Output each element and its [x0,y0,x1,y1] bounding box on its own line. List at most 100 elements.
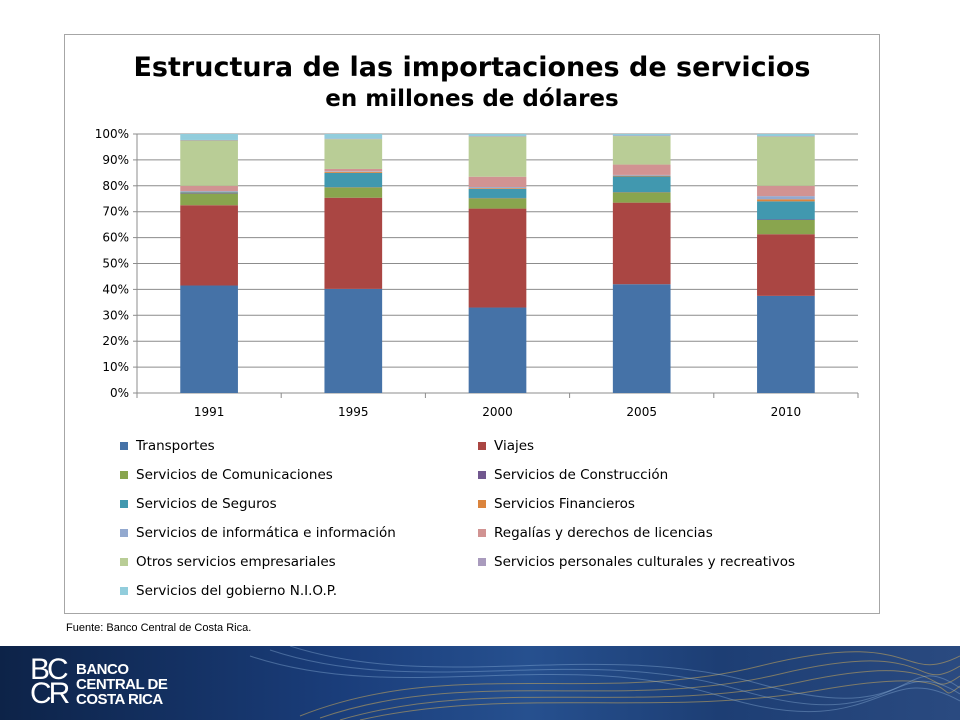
legend-swatch [120,529,128,537]
y-tick-label: 100% [95,127,129,141]
x-tick-label: 2010 [771,405,802,419]
legend-item: Transportes [120,438,215,454]
legend-label: Regalías y derechos de licencias [494,525,713,541]
legend-item: Viajes [478,438,534,454]
bar-segment [324,171,383,172]
bar-segment [757,134,815,137]
bank-name-line3: COSTA RICA [76,691,163,708]
bar-segment [324,288,383,393]
legend-label: Viajes [494,438,535,454]
legend-swatch [120,587,128,595]
bar-segment [757,201,815,220]
bar-segment [757,295,815,393]
bar-segment [180,192,238,194]
bar-segment [612,174,671,176]
bar-segment [324,171,383,173]
y-tick-label: 30% [102,308,129,322]
bar-segment [468,307,527,393]
y-tick-label: 10% [102,360,129,374]
bar-segment [324,134,383,139]
bar-segment [324,139,383,169]
legend-item: Servicios Financieros [478,496,635,512]
bar-segment [612,202,671,285]
legend-swatch [120,442,128,450]
bar-segment [180,134,238,140]
legend-label: Transportes [136,438,215,454]
legend-item: Servicios del gobierno N.I.O.P. [120,583,337,599]
bar-segment [468,136,527,137]
y-tick-label: 20% [102,334,129,348]
bar-segment [757,219,815,220]
legend-item: Servicios de Comunicaciones [120,467,333,483]
legend-item: Servicios de Seguros [120,496,277,512]
legend-swatch [478,442,486,450]
y-tick-label: 0% [110,386,129,400]
bar-segment [468,198,527,209]
bar-segment [180,185,238,191]
legend-label: Servicios Financieros [494,496,635,512]
bank-name-line2: CENTRAL DE [76,676,168,693]
bar-segment [324,197,383,289]
bank-name-line1: BANCO [76,661,129,678]
bar-segment [180,190,238,192]
bar-segment [757,199,815,202]
bar-segment [180,139,238,141]
bar-segment [180,193,238,206]
x-tick-label: 2000 [482,405,513,419]
bar-segment [612,134,671,136]
x-tick-label: 1991 [194,405,225,419]
bar-segment [757,185,815,197]
bar-segment [612,175,671,177]
y-tick-label: 70% [102,205,129,219]
legend-swatch [478,558,486,566]
y-tick-label: 50% [102,257,129,271]
legend-label: Servicios personales culturales y recrea… [494,554,796,570]
bar-segment [324,172,383,188]
x-tick-label: 2005 [626,405,657,419]
bccr-logo: BC CR [30,653,70,709]
legend-swatch [478,471,486,479]
legend-label: Servicios de Seguros [136,496,277,512]
legend-swatch [478,500,486,508]
bar-segment [468,176,527,188]
legend-label: Otros servicios empresariales [136,554,336,570]
banknote-wave-decoration [249,646,960,720]
bar-segment [757,136,815,137]
footer-banner [0,646,960,720]
bar-segment [324,138,383,140]
legend-item: Servicios de informática e información [120,525,396,541]
legend-item: Servicios personales culturales y recrea… [478,554,795,570]
y-tick-label: 80% [102,179,129,193]
bar-segment [180,191,238,193]
bar-segment [180,205,238,286]
y-tick-label: 60% [102,231,129,245]
bar-segment [612,284,671,393]
bar-segment [324,187,383,198]
logo-mark-top: BC [30,653,69,686]
bar-segment [612,164,671,175]
bar-segment [468,188,527,189]
bar-segment [612,192,671,203]
x-tick-label: 1995 [338,405,369,419]
bar-segment [180,140,238,186]
legend-label: Servicios del gobierno N.I.O.P. [136,583,338,599]
legend-label: Servicios de Construcción [494,467,669,483]
bar-segment [757,196,815,200]
bar-segment [468,136,527,177]
bar-segment [324,168,383,172]
y-tick-label: 90% [102,153,129,167]
bar-segment [468,187,527,189]
bar-segment [180,285,238,393]
y-tick-label: 40% [102,282,129,296]
legend-swatch [120,558,128,566]
legend-swatch [120,500,128,508]
bar-segment [757,234,815,296]
bar-segment [180,193,238,194]
legend-swatch [120,471,128,479]
bank-name: BANCO CENTRAL DE COSTA RICA [76,661,168,708]
bar-segment [612,135,671,137]
bar-segment [757,219,815,235]
bar-segment [612,176,671,193]
legend-label: Servicios de informática e información [136,525,396,541]
bar-segment [468,208,527,308]
